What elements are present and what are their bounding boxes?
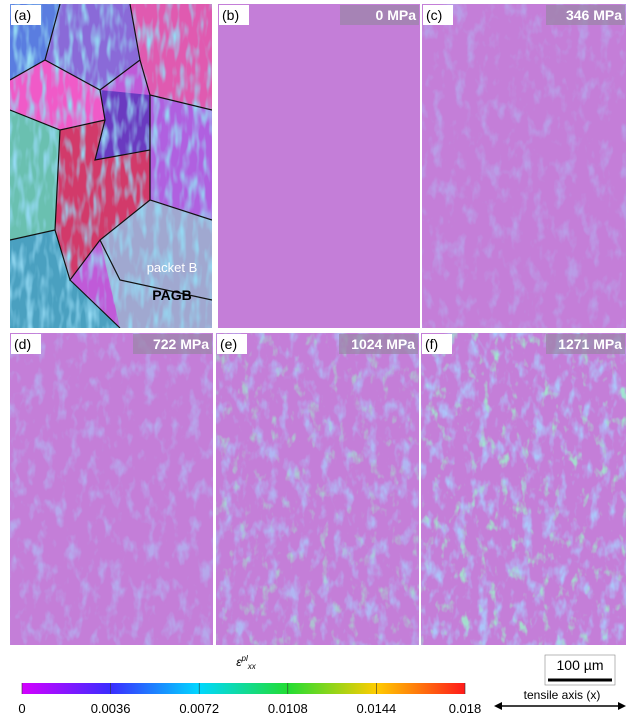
panel-label: (f) [425,336,438,352]
scale-bar-label: 100 µm [557,657,604,673]
arrow-head [618,702,626,710]
panel-image [218,4,420,328]
stress-label: 722 MPa [153,336,209,352]
panel-image [10,333,213,645]
colorbar-tick-label: 0 [18,701,25,716]
strain-texture [422,4,626,328]
colorbar [22,683,465,694]
colorbar-tick-label: 0.0072 [179,701,219,716]
annotation: packet B [147,260,198,275]
colorbar-tick-label: 0.018 [449,701,482,716]
panel-label: (d) [14,336,31,352]
arrow-head [494,702,502,710]
panel-label: (c) [426,7,442,23]
strain-texture [421,333,626,645]
colorbar-tick-label: 0.0144 [357,701,397,716]
panel-image [421,333,626,645]
tensile-axis-label: tensile axis (x) [524,688,601,702]
strain-texture [10,333,213,645]
panel-label: (e) [220,336,237,352]
colorbar-label: εplxx [236,654,257,671]
panel-image [216,333,419,645]
panel-background [218,4,420,328]
colorbar-tick-label: 0.0036 [91,701,131,716]
figure: εplxx 100 µm tensile axis (x) packet B P… [0,0,627,720]
strain-texture [216,333,419,645]
panel-label: (a) [14,7,31,23]
stress-label: 1271 MPa [558,336,622,352]
annotation: PAGB [152,287,191,303]
colorbar-tick-label: 0.0108 [268,701,308,716]
panel-a-image [10,4,212,328]
panel-image [422,4,626,328]
stress-label: 0 MPa [376,7,417,23]
panel-label: (b) [222,7,239,23]
stress-label: 1024 MPa [351,336,415,352]
stress-label: 346 MPa [566,7,622,23]
